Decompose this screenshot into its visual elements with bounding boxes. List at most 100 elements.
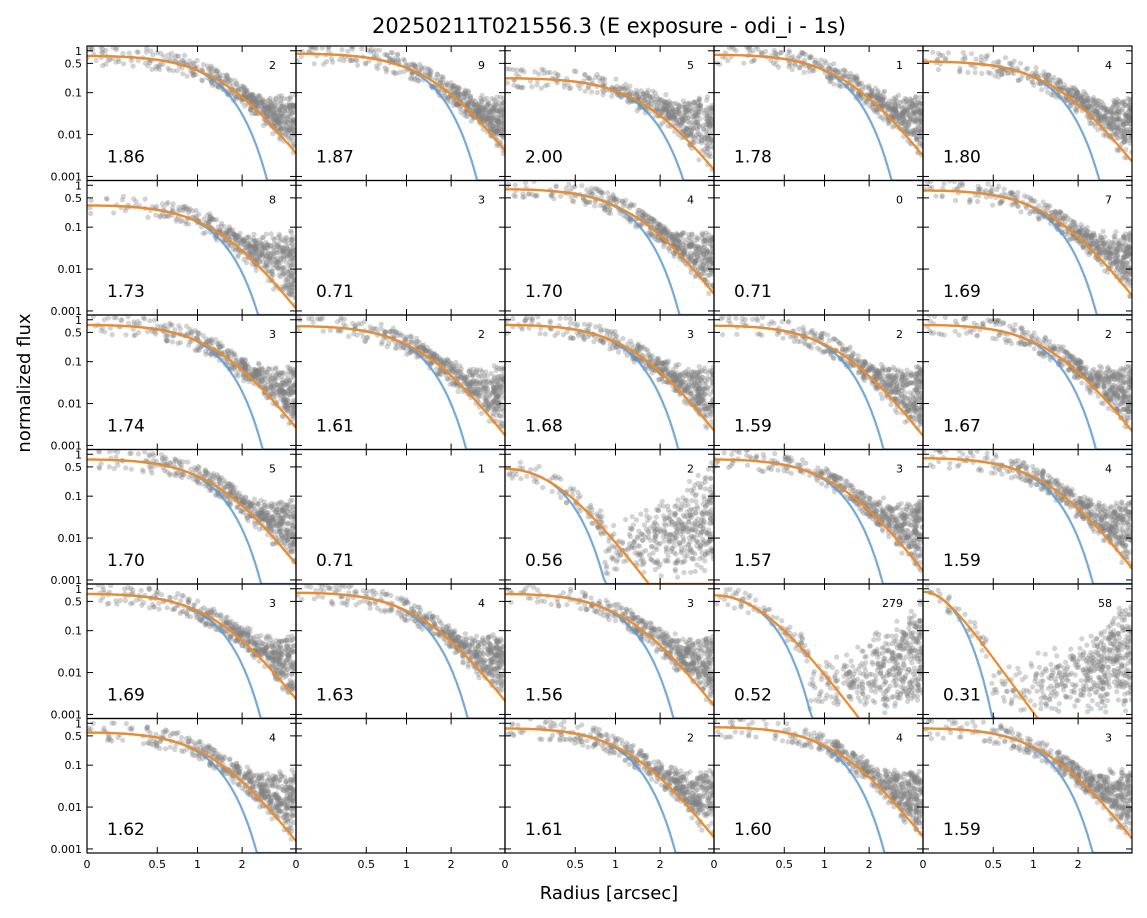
data-point (896, 110, 903, 116)
data-point (283, 407, 289, 413)
data-point (701, 237, 708, 243)
data-point (691, 100, 697, 106)
data-point (282, 120, 288, 126)
data-point (709, 243, 714, 249)
data-point (499, 126, 505, 132)
data-point (188, 332, 194, 338)
data-point (846, 73, 852, 80)
data-point (595, 188, 601, 194)
data-point (274, 375, 281, 381)
data-point (289, 262, 295, 269)
data-point (582, 88, 588, 94)
y-tick-label: 0.5 (65, 326, 83, 339)
data-point (909, 100, 915, 106)
data-point (763, 48, 769, 54)
data-point (1110, 253, 1116, 259)
data-point (496, 123, 502, 130)
data-point (244, 240, 251, 246)
data-point (877, 93, 883, 99)
data-point (833, 68, 839, 74)
data-point (1111, 97, 1117, 104)
data-point (878, 101, 884, 107)
data-point (770, 60, 777, 66)
data-point (268, 391, 274, 397)
data-point (1107, 255, 1113, 261)
data-point (704, 142, 711, 149)
data-point (913, 127, 919, 133)
data-point (1119, 133, 1125, 139)
data-point (1074, 97, 1080, 103)
data-point (659, 97, 665, 103)
data-point (120, 193, 126, 199)
data-point (841, 73, 848, 79)
data-point (471, 102, 477, 108)
data-point (890, 109, 896, 115)
data-point (600, 77, 606, 83)
data-point (273, 366, 279, 372)
data-point (195, 344, 201, 350)
data-point (246, 378, 252, 384)
data-point (486, 112, 492, 118)
data-point (705, 248, 711, 255)
data-point (200, 61, 207, 68)
data-point (705, 136, 711, 142)
data-point (673, 238, 679, 244)
data-point (280, 388, 286, 394)
data-point (646, 94, 653, 100)
data-point (682, 108, 688, 114)
data-point (589, 78, 595, 84)
data-point (1092, 123, 1098, 129)
data-point (1128, 270, 1132, 276)
data-point (902, 108, 909, 114)
data-point (1125, 244, 1132, 250)
data-point (286, 285, 292, 291)
data-point (1071, 85, 1077, 91)
data-point (262, 245, 268, 251)
data-point (268, 378, 274, 384)
data-point (647, 94, 654, 100)
data-point (891, 114, 897, 120)
data-point (232, 237, 238, 243)
data-point (686, 108, 692, 114)
data-point (676, 119, 682, 125)
data-point (703, 127, 709, 133)
data-point (467, 98, 473, 104)
data-point (482, 107, 488, 113)
data-point (287, 252, 293, 258)
data-point (266, 102, 272, 108)
data-point (1113, 124, 1119, 130)
data-point (1123, 254, 1129, 260)
data-point (287, 251, 293, 257)
data-point (474, 109, 480, 115)
data-point (927, 184, 933, 191)
data-point (289, 127, 295, 133)
data-point (533, 192, 539, 198)
data-point (661, 227, 667, 233)
data-point (847, 77, 854, 83)
data-point (288, 281, 294, 288)
data-point (289, 241, 295, 247)
data-point (288, 406, 294, 412)
data-point (704, 248, 710, 254)
data-point (259, 365, 265, 371)
data-point (247, 244, 253, 250)
data-point (873, 94, 879, 101)
data-point (282, 126, 288, 132)
data-point (1033, 65, 1039, 71)
data-point (397, 69, 403, 75)
data-point (796, 53, 802, 59)
data-point (596, 187, 602, 193)
data-point (241, 239, 247, 246)
data-point (226, 351, 232, 357)
data-point (266, 105, 272, 111)
data-point (826, 75, 832, 81)
data-point (292, 410, 296, 416)
data-point (651, 96, 657, 102)
data-point (289, 389, 295, 395)
data-point (242, 364, 248, 370)
data-point (863, 84, 869, 90)
data-point (1075, 95, 1081, 101)
data-point (1089, 232, 1095, 238)
data-point (511, 82, 517, 88)
data-point (661, 105, 667, 111)
